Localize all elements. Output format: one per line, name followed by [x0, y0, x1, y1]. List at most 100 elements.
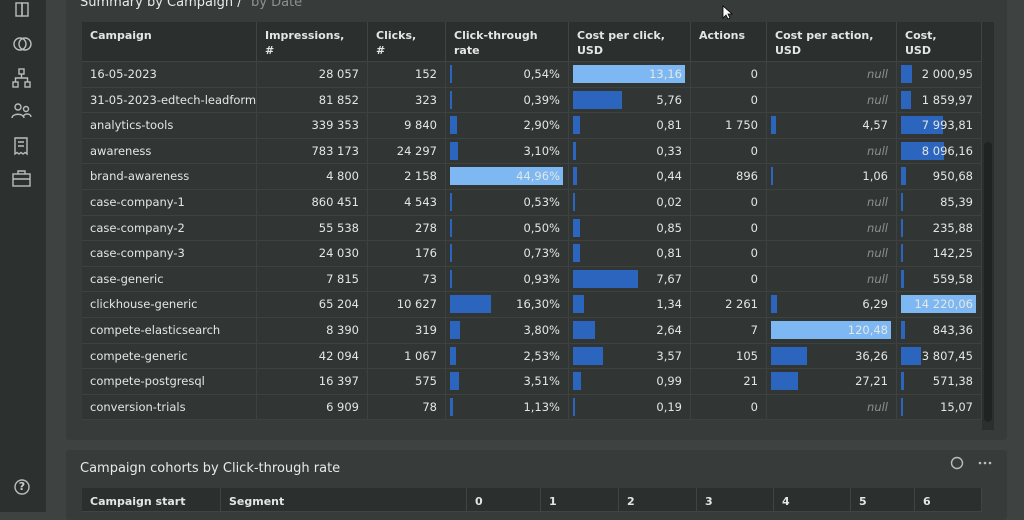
table-cell: 28 057	[257, 62, 368, 88]
column-header[interactable]: Campaign start	[82, 488, 221, 512]
cell-bar	[450, 346, 457, 365]
cell-value: 3,51%	[523, 374, 560, 389]
column-header[interactable]: 5	[851, 488, 915, 512]
column-header[interactable]: Clicks, #	[368, 22, 446, 62]
table-cell: 8 096,16	[897, 138, 982, 165]
sidebar-icons	[11, 2, 32, 495]
table-cell: 323	[368, 87, 446, 114]
cell-value: 2,53%	[523, 348, 560, 363]
cell-value: 0,50%	[523, 220, 560, 235]
table-cell: 3 807,45	[897, 343, 982, 370]
cell-value: null	[867, 399, 888, 414]
cell-value: 16,30%	[516, 297, 560, 312]
tab[interactable]: by Date	[251, 0, 303, 10]
cell-bar	[771, 295, 778, 314]
table-cell: 2,90%	[446, 113, 569, 139]
table-cell: 176	[368, 241, 446, 267]
cell-value: 0,73%	[523, 246, 560, 261]
campaign-name: compete-elasticsearch	[90, 323, 221, 337]
table-cell: 559,58	[897, 266, 982, 293]
cursor	[722, 5, 734, 20]
column-header[interactable]: Cost per click, USD	[569, 22, 691, 62]
table-cell: 6 909	[257, 394, 368, 421]
table-cell: 0	[691, 138, 767, 165]
nav-icon[interactable]	[12, 68, 31, 88]
table-cell: 3,57	[569, 343, 691, 370]
table-cell: 31-05-2023-edtech-leadform	[82, 87, 257, 114]
table-cell: null	[767, 138, 897, 165]
column-header[interactable]: Segment	[221, 488, 467, 512]
table-cell: 3,51%	[446, 369, 569, 395]
table-cell: 81 852	[257, 87, 368, 114]
campaign-name: brand-awareness	[90, 169, 190, 184]
table-cell: 13,16	[569, 62, 691, 88]
cell-value: 55 538	[318, 220, 359, 235]
cell-value: null	[867, 271, 888, 286]
cell-value: 8 096,16	[921, 143, 973, 158]
cell-value: 1,34	[656, 297, 682, 312]
table-cell: 0,33	[569, 138, 691, 165]
help-label[interactable]: ?	[18, 480, 26, 493]
table-cell: 2 000,95	[897, 62, 982, 88]
cell-bar	[771, 116, 776, 135]
cell-bar	[573, 90, 623, 109]
more-icon[interactable]	[978, 461, 992, 465]
nav-icon[interactable]	[14, 137, 28, 156]
nav-icon[interactable]	[11, 103, 32, 119]
cell-bar	[450, 167, 563, 186]
campaign-name: case-company-2	[90, 220, 185, 235]
cell-value: 0,44	[656, 169, 682, 184]
cell-bar	[901, 167, 906, 186]
cell-value: 78	[422, 399, 437, 414]
column-header[interactable]: 3	[697, 488, 774, 512]
column-header[interactable]: Click-through rate	[446, 22, 569, 62]
table-cell: 0	[691, 241, 767, 267]
table-cell: conversion-trials	[82, 394, 257, 421]
column-header[interactable]: Campaign	[82, 22, 257, 62]
column-header[interactable]: 1	[541, 488, 619, 512]
cell-bar	[573, 193, 575, 211]
campaign-name: compete-postgresql	[90, 374, 205, 389]
cell-bar	[573, 269, 639, 288]
cell-value: 0	[750, 220, 758, 235]
panel-actions	[950, 456, 992, 470]
cell-value: 0	[750, 271, 758, 286]
ai-icon[interactable]	[950, 456, 964, 470]
cell-value: 0,39%	[523, 92, 560, 107]
scroll-thumb[interactable]	[984, 142, 992, 422]
column-header[interactable]: 4	[774, 488, 851, 512]
nav-icon[interactable]	[13, 37, 32, 51]
scrollbar[interactable]	[982, 22, 994, 430]
cell-bar	[573, 218, 581, 237]
table-cell: 3,80%	[446, 318, 569, 344]
cell-bar	[450, 244, 452, 263]
column-header[interactable]: Cost per action, USD	[767, 22, 897, 62]
cell-bar	[573, 397, 575, 416]
column-header[interactable]: Cost, USD	[897, 22, 982, 62]
nav-icon[interactable]	[15, 2, 29, 17]
cell-value: 176	[415, 246, 437, 261]
column-header[interactable]: Actions	[691, 22, 767, 62]
cell-value: 81 852	[318, 92, 359, 107]
column-header[interactable]: 6	[915, 488, 982, 512]
table-cell: case-company-1	[82, 190, 257, 216]
cell-bar	[901, 90, 911, 109]
table-cell: 0,85	[569, 215, 691, 242]
table-cell: 860 451	[257, 190, 368, 216]
table-cell: 0,73%	[446, 241, 569, 267]
column-header[interactable]: 2	[619, 488, 697, 512]
nav-icon[interactable]	[12, 170, 31, 187]
table-cell: 1,06	[767, 164, 897, 190]
column-header[interactable]: 0	[467, 488, 541, 512]
help-icon[interactable]	[14, 479, 30, 495]
cell-value: 4 800	[326, 169, 359, 184]
column-header[interactable]: Impressions, #	[257, 22, 368, 62]
cell-bar	[901, 218, 903, 237]
cell-bar	[901, 65, 912, 83]
table-cell: 120,48	[767, 318, 897, 344]
cell-value: 65 204	[318, 297, 359, 312]
cell-bar	[901, 397, 903, 416]
table-cell: 21	[691, 369, 767, 395]
table-cell: 0,19	[569, 394, 691, 421]
